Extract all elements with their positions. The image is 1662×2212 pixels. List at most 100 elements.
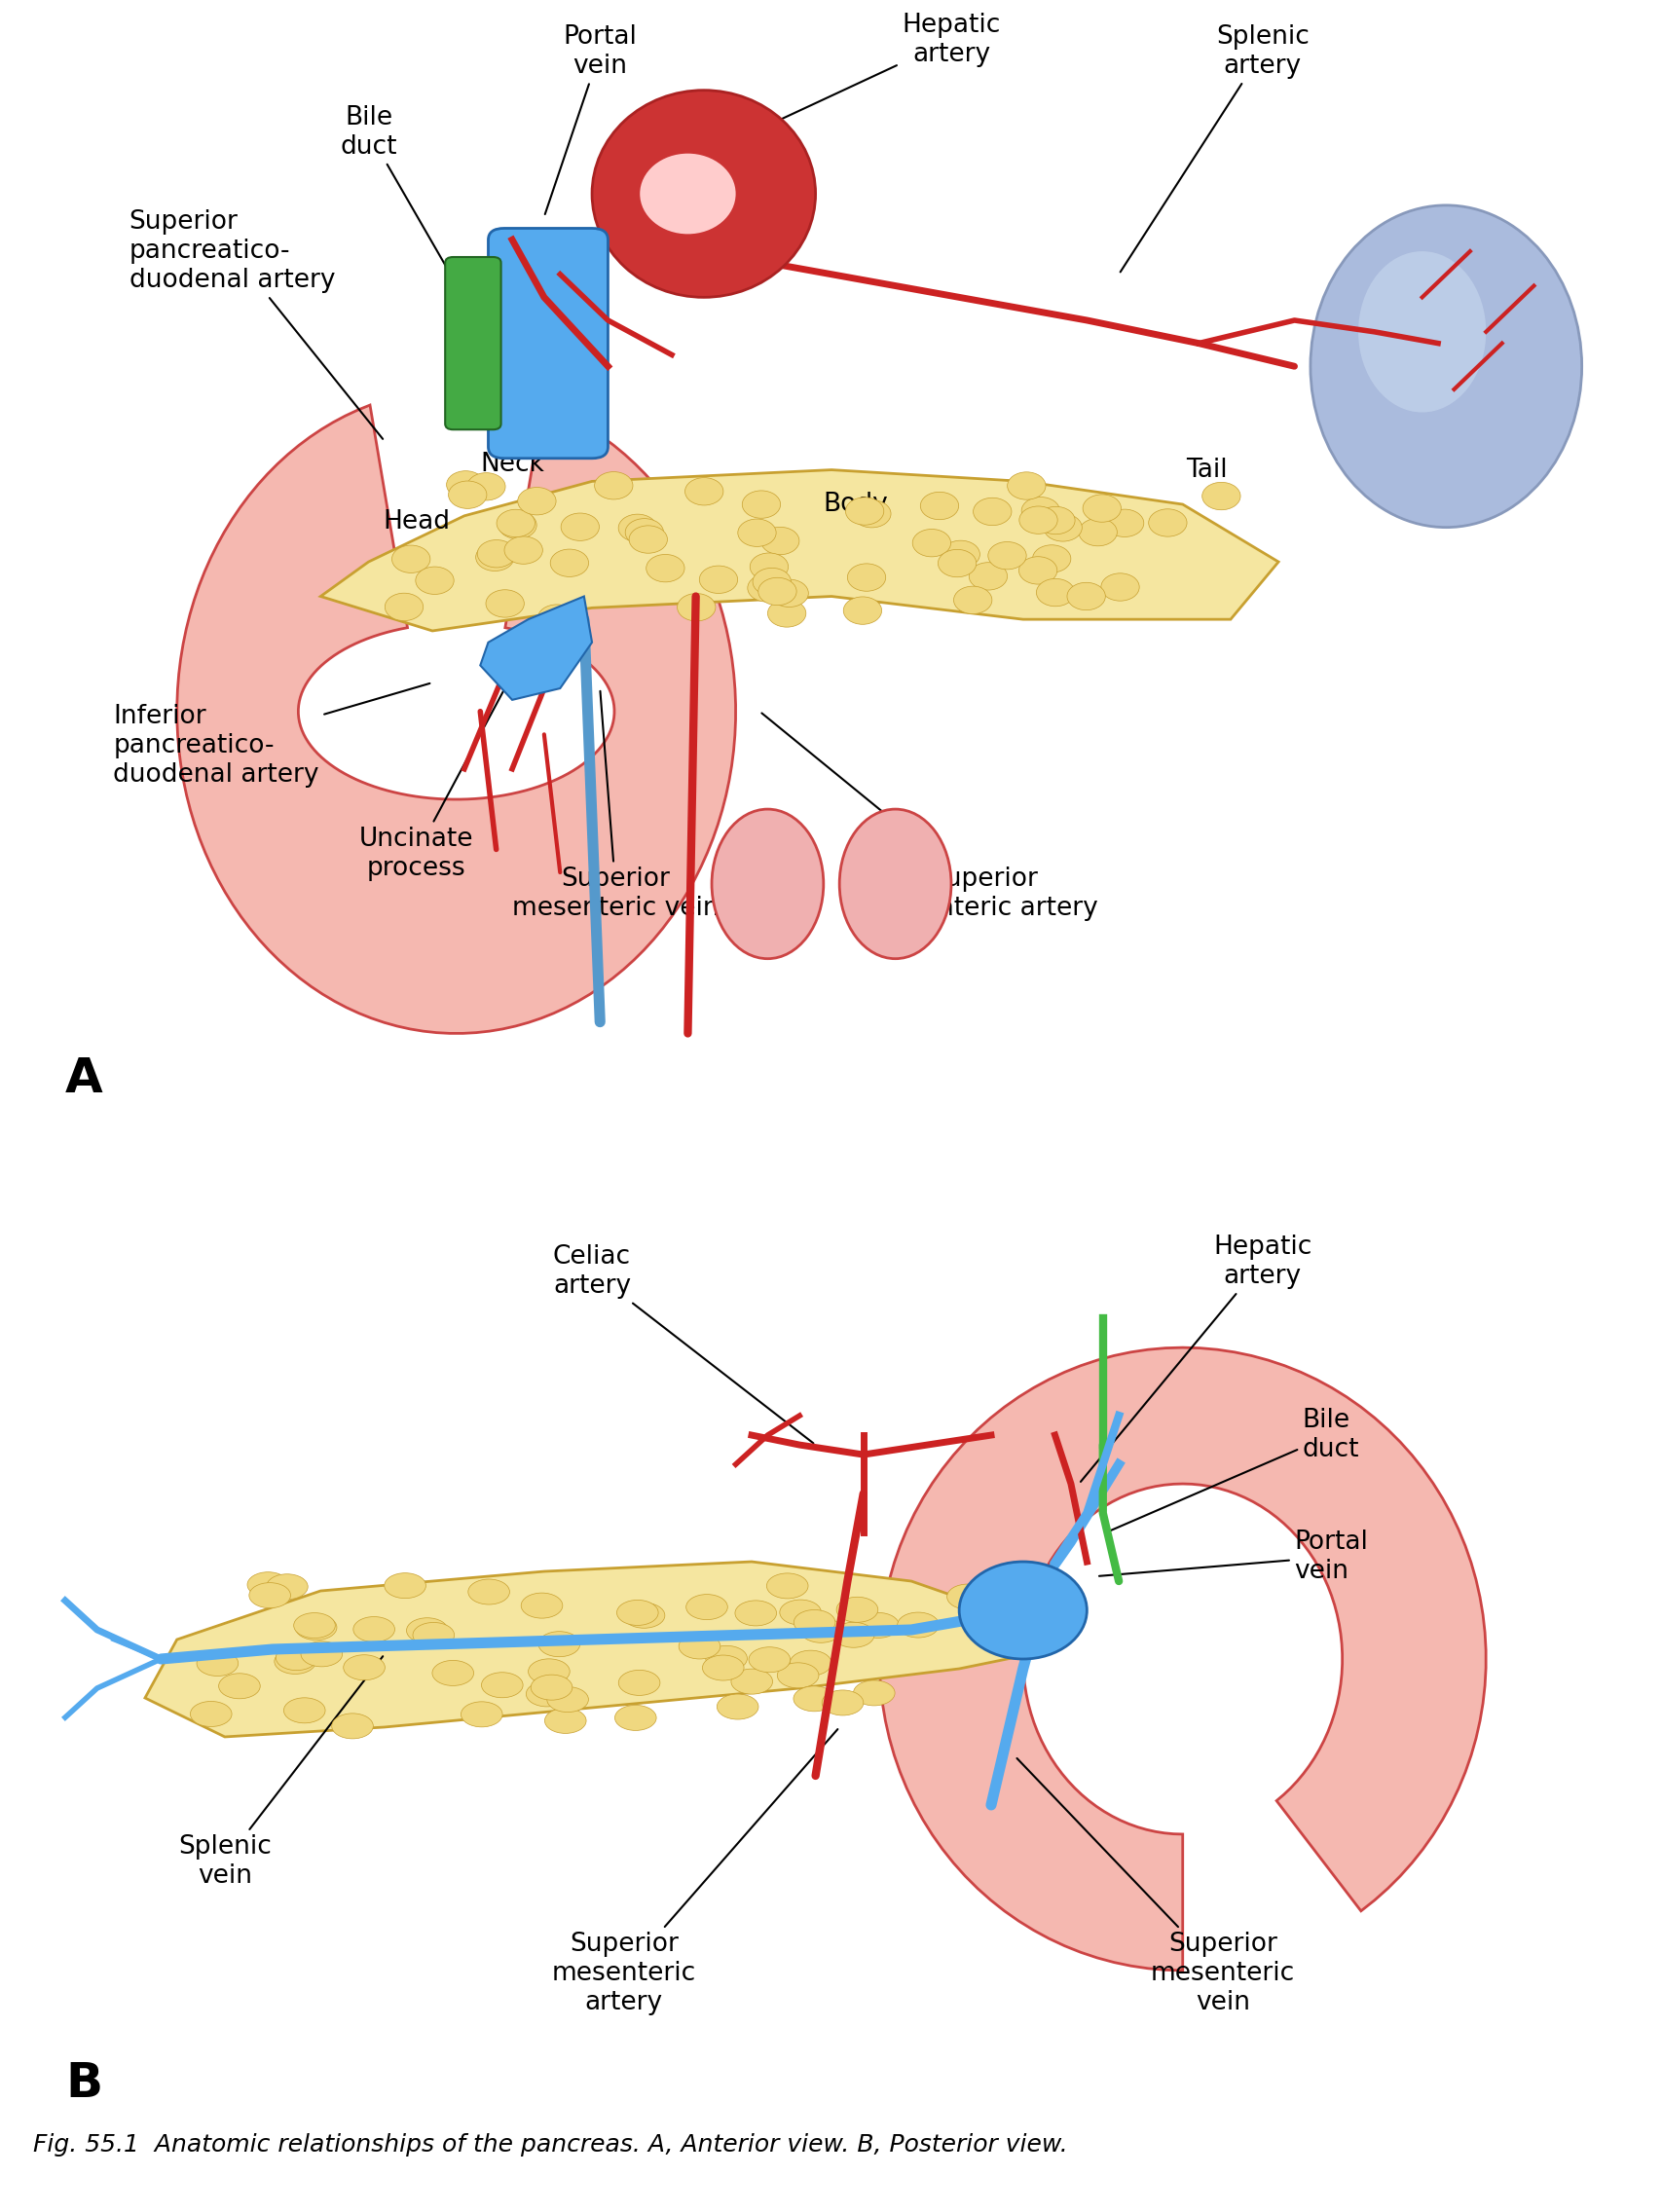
Text: Splenic
artery: Splenic artery	[1120, 24, 1308, 272]
Text: Hepatic
artery: Hepatic artery	[721, 13, 1001, 146]
Circle shape	[793, 1610, 834, 1635]
Circle shape	[776, 1663, 818, 1688]
Text: Bile
duct: Bile duct	[339, 104, 475, 319]
Text: B: B	[65, 2059, 103, 2106]
Circle shape	[545, 1708, 587, 1734]
Circle shape	[937, 549, 976, 577]
Circle shape	[460, 1701, 502, 1728]
Circle shape	[741, 491, 779, 518]
Circle shape	[969, 562, 1007, 591]
Circle shape	[469, 1579, 509, 1604]
Circle shape	[750, 553, 788, 580]
Circle shape	[700, 566, 738, 593]
Circle shape	[1148, 509, 1187, 538]
Circle shape	[447, 471, 485, 498]
Text: Hepatic
artery: Hepatic artery	[1080, 1234, 1311, 1482]
Circle shape	[686, 1595, 728, 1619]
Circle shape	[499, 511, 537, 540]
Text: Superior
mesenteric
vein: Superior mesenteric vein	[1017, 1759, 1295, 2015]
Circle shape	[919, 491, 957, 520]
Text: Superior
mesenteric artery: Superior mesenteric artery	[761, 712, 1099, 920]
Circle shape	[482, 1672, 522, 1697]
Polygon shape	[176, 405, 735, 1033]
Circle shape	[617, 1599, 658, 1626]
Circle shape	[748, 1648, 789, 1672]
Ellipse shape	[640, 153, 735, 234]
Circle shape	[196, 1650, 238, 1677]
Circle shape	[344, 1655, 384, 1681]
Circle shape	[1044, 513, 1082, 542]
Circle shape	[753, 568, 791, 595]
Circle shape	[530, 1674, 572, 1701]
Circle shape	[1082, 495, 1120, 522]
Polygon shape	[145, 1562, 1054, 1736]
Circle shape	[972, 498, 1010, 526]
Circle shape	[618, 1670, 660, 1694]
Text: Neck: Neck	[480, 451, 543, 478]
Text: Superior
mesenteric vein: Superior mesenteric vein	[512, 690, 720, 920]
Circle shape	[799, 1617, 841, 1644]
Circle shape	[844, 498, 883, 524]
Circle shape	[836, 1597, 878, 1621]
Polygon shape	[879, 1347, 1486, 1971]
Circle shape	[1079, 518, 1117, 546]
Circle shape	[416, 566, 454, 595]
Circle shape	[1019, 557, 1057, 584]
Text: Superior
pancreatico-
duodenal artery: Superior pancreatico- duodenal artery	[130, 210, 382, 438]
Circle shape	[1035, 580, 1074, 606]
Circle shape	[538, 1632, 580, 1657]
Text: Head: Head	[382, 509, 450, 535]
Circle shape	[467, 473, 505, 500]
Circle shape	[946, 1584, 987, 1610]
Circle shape	[615, 1705, 656, 1730]
Circle shape	[843, 597, 881, 624]
Text: Body: Body	[823, 491, 888, 518]
Circle shape	[705, 1646, 746, 1670]
Ellipse shape	[592, 91, 814, 296]
Circle shape	[647, 555, 685, 582]
Circle shape	[1020, 498, 1059, 524]
Text: Splenic
vein: Splenic vein	[178, 1657, 382, 1889]
Circle shape	[301, 1641, 342, 1666]
Circle shape	[412, 1621, 454, 1648]
Ellipse shape	[959, 1562, 1087, 1659]
Circle shape	[793, 1686, 834, 1712]
Circle shape	[1067, 582, 1105, 611]
Text: Portal
vein: Portal vein	[545, 24, 637, 215]
Circle shape	[1007, 471, 1045, 500]
Circle shape	[384, 593, 422, 622]
Circle shape	[821, 1690, 863, 1714]
Text: Tail: Tail	[1185, 458, 1227, 482]
Circle shape	[618, 513, 656, 542]
Circle shape	[952, 586, 992, 615]
Circle shape	[987, 542, 1025, 568]
Circle shape	[735, 1601, 776, 1626]
Circle shape	[897, 1613, 939, 1637]
Circle shape	[485, 591, 524, 617]
Circle shape	[504, 535, 542, 564]
Circle shape	[678, 1635, 720, 1659]
Circle shape	[1035, 507, 1074, 535]
Circle shape	[274, 1648, 316, 1674]
Ellipse shape	[1358, 252, 1486, 411]
FancyBboxPatch shape	[489, 228, 608, 458]
Circle shape	[853, 1681, 894, 1705]
Circle shape	[294, 1613, 336, 1639]
Circle shape	[248, 1573, 289, 1597]
Circle shape	[384, 1573, 425, 1599]
Circle shape	[625, 518, 663, 546]
Circle shape	[189, 1701, 231, 1728]
Circle shape	[520, 1593, 562, 1619]
Circle shape	[716, 1694, 758, 1719]
Circle shape	[766, 1573, 808, 1599]
Text: A: A	[65, 1055, 103, 1102]
Circle shape	[1105, 509, 1143, 538]
Ellipse shape	[711, 810, 823, 958]
Circle shape	[525, 1681, 567, 1708]
Circle shape	[768, 599, 806, 628]
Circle shape	[550, 549, 588, 577]
Circle shape	[1032, 544, 1070, 573]
Polygon shape	[321, 469, 1278, 630]
Circle shape	[738, 520, 776, 546]
Text: Superior
mesenteric
artery: Superior mesenteric artery	[552, 1730, 838, 2015]
